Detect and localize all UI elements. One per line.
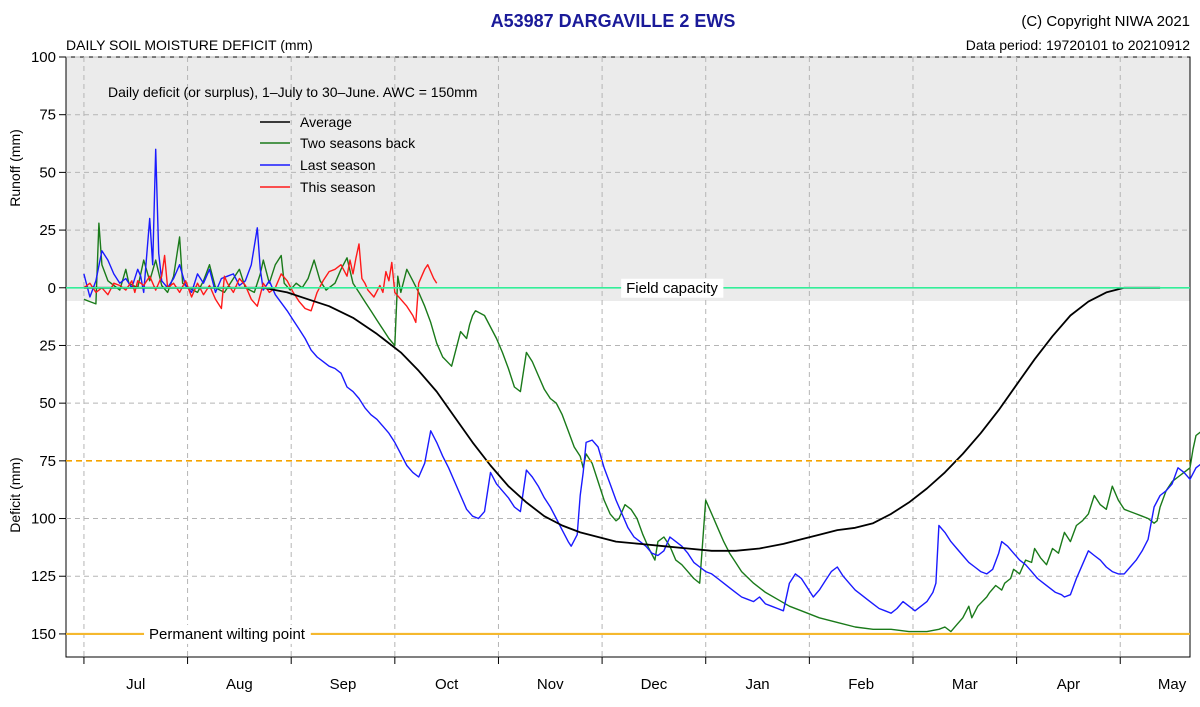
chart-subtitle: DAILY SOIL MOISTURE DEFICIT (mm) [66, 37, 313, 53]
legend-label-average: Average [300, 114, 352, 130]
series-line-this-season [83, 243, 438, 324]
surplus-background [66, 57, 1190, 301]
y-tick-label: 100 [31, 49, 56, 66]
legend: Average Two seasons back Last season Thi… [260, 114, 416, 195]
series-line-two-seasons-back [83, 222, 1200, 633]
x-tick-label: Mar [952, 676, 978, 693]
y-tick-label: 150 [31, 626, 56, 643]
y-tick-label: 25 [39, 337, 56, 354]
x-tick-label: Sep [330, 676, 357, 693]
legend-label-two-seasons-back: Two seasons back [300, 135, 416, 151]
y-tick-label: 50 [39, 164, 56, 181]
series-line-average [83, 286, 1161, 552]
data-period-text: Data period: 19720101 to 20210912 [966, 37, 1190, 53]
y-tick-label: 50 [39, 395, 56, 412]
x-tick-label: Aug [226, 676, 253, 693]
chart-annotation: Daily deficit (or surplus), 1–July to 30… [108, 84, 477, 100]
field-capacity-label: Field capacity [626, 280, 718, 297]
wilting-point-label: Permanent wilting point [149, 626, 306, 643]
grid [66, 56, 1190, 657]
series-lines [83, 148, 1200, 633]
chart-title: A53987 DARGAVILLE 2 EWS [491, 11, 736, 31]
axes: JulAugSepOctNovDecJanFebMarAprMayJun1007… [31, 49, 1187, 693]
x-tick-label: Oct [435, 676, 459, 693]
x-tick-label: Jul [126, 676, 145, 693]
x-tick-label: Nov [537, 676, 564, 693]
legend-label-last-season: Last season [300, 157, 376, 173]
y-tick-label: 75 [39, 453, 56, 470]
wilting-point-label-bg [144, 624, 311, 644]
copyright-text: (C) Copyright NIWA 2021 [1021, 13, 1190, 30]
x-tick-label: Jan [745, 676, 769, 693]
y-axis-label-deficit: Deficit (mm) [7, 457, 23, 532]
y-tick-label: 125 [31, 568, 56, 585]
reference-lines: Field capacity Permanent wilting point [66, 278, 1190, 644]
y-tick-label: 25 [39, 222, 56, 239]
x-tick-label: Feb [848, 676, 874, 693]
legend-label-this-season: This season [300, 179, 375, 195]
series-line-last-season [83, 148, 1200, 614]
y-tick-label: 100 [31, 511, 56, 528]
y-tick-label: 75 [39, 107, 56, 124]
y-axis-label-runoff: Runoff (mm) [7, 129, 23, 207]
x-tick-label: Apr [1057, 676, 1080, 693]
field-capacity-label-bg [621, 278, 724, 298]
x-tick-label: May [1158, 676, 1187, 693]
x-tick-label: Dec [641, 676, 668, 693]
y-tick-label: 0 [48, 280, 56, 297]
